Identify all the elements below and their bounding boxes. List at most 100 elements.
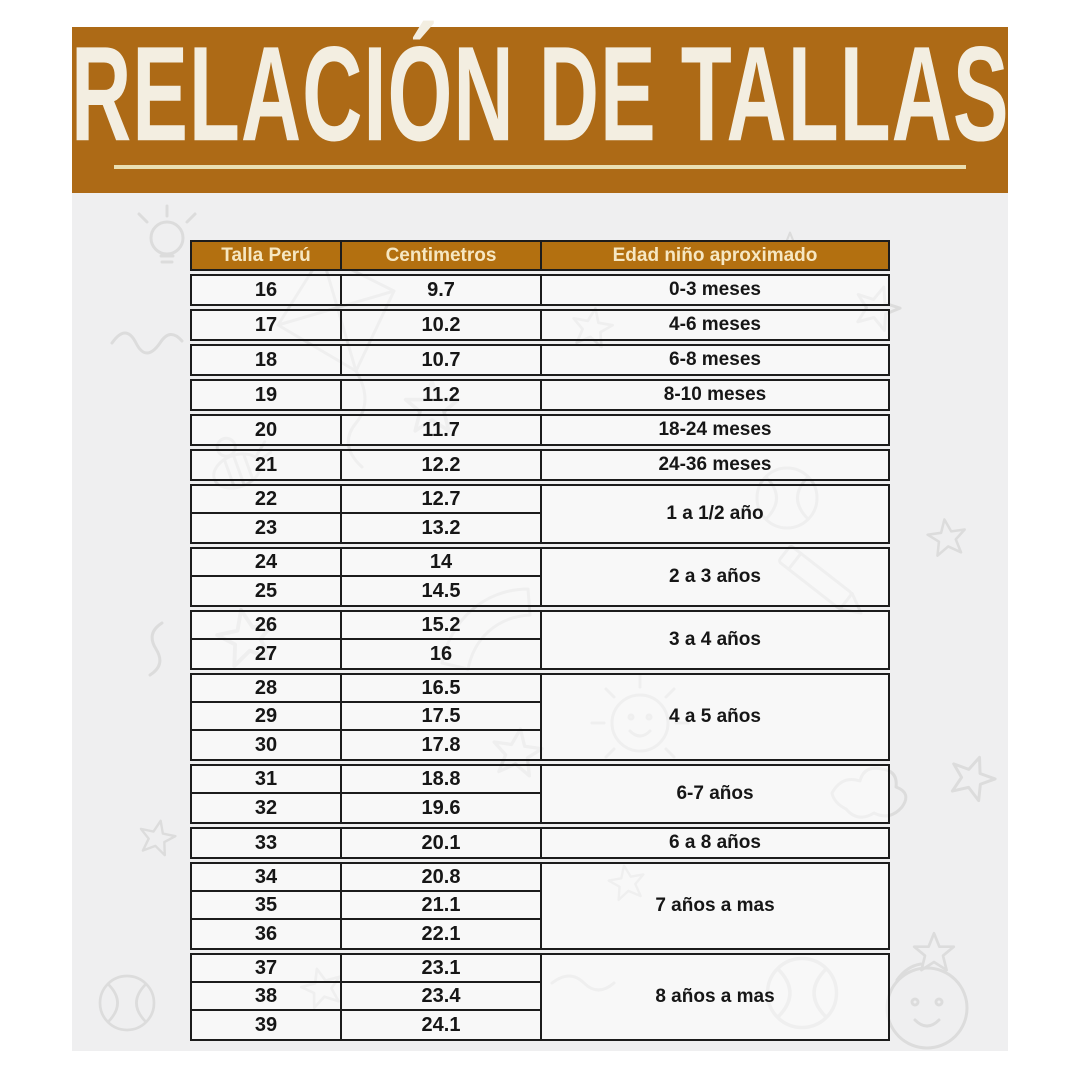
age-label: 4 a 5 años xyxy=(669,706,761,727)
cm-column: 14 14.5 xyxy=(342,549,542,605)
cm-cell: 9.7 xyxy=(427,278,455,301)
cm-cell: 20.1 xyxy=(421,831,461,854)
age-label: 4-6 meses xyxy=(669,314,761,335)
age-cell: 2 a 3 años xyxy=(542,549,888,605)
age-label: 6-8 meses xyxy=(669,349,761,370)
size-column: 21 xyxy=(192,451,342,479)
size-column: 28 29 30 xyxy=(192,675,342,759)
cm-cell: 12.7 xyxy=(342,486,540,514)
size-cell: 34 xyxy=(192,864,340,892)
size-cell: 19 xyxy=(254,383,278,406)
cm-cell: 14.5 xyxy=(421,579,461,602)
age-label: 8 años a mas xyxy=(655,986,775,1007)
size-column: 20 xyxy=(192,416,342,444)
size-cell: 36 xyxy=(254,922,278,945)
age-cell: 6-7 años xyxy=(542,766,888,822)
age-label: 8-10 meses xyxy=(663,384,767,405)
cm-column: 11.7 xyxy=(342,416,542,444)
size-cell: 17 xyxy=(254,313,278,336)
age-cell: 6-8 meses xyxy=(542,346,888,374)
size-cell: 27 xyxy=(254,642,278,665)
size-cell: 24 xyxy=(192,549,340,577)
size-cell: 33 xyxy=(254,831,278,854)
table-group: 33 20.1 6 a 8 años xyxy=(190,827,890,859)
size-cell: 26 xyxy=(192,612,340,640)
cm-column: 10.2 xyxy=(342,311,542,339)
size-cell: 25 xyxy=(254,579,278,602)
age-cell: 24-36 meses xyxy=(542,451,888,479)
title-banner: RELACIÓN DE TALLAS xyxy=(70,19,1010,193)
table-group: 19 11.2 8-10 meses xyxy=(190,379,890,411)
table-group: 37 38 39 23.1 23.4 24.1 8 años a mas xyxy=(190,953,890,1041)
size-cell: 21 xyxy=(254,453,278,476)
table-group: 16 9.7 0-3 meses xyxy=(190,274,890,306)
size-cell: 23 xyxy=(254,516,278,539)
table-group: 21 12.2 24-36 meses xyxy=(190,449,890,481)
cm-cell: 10.2 xyxy=(421,313,461,336)
size-chart-table: Talla Perú Centimetros Edad niño aproxim… xyxy=(190,240,890,1041)
size-cell: 20 xyxy=(254,418,278,441)
age-label: 7 años a mas xyxy=(655,895,775,916)
age-label: 24-36 meses xyxy=(658,454,772,475)
cm-cell: 22.1 xyxy=(421,922,461,945)
cm-column: 18.8 19.6 xyxy=(342,766,542,822)
size-cell: 28 xyxy=(192,675,340,703)
cm-cell: 18.8 xyxy=(342,766,540,794)
age-cell: 1 a 1/2 año xyxy=(542,486,888,542)
age-cell: 6 a 8 años xyxy=(542,829,888,857)
age-cell: 8-10 meses xyxy=(542,381,888,409)
cm-column: 12.2 xyxy=(342,451,542,479)
cm-cell: 15.2 xyxy=(342,612,540,640)
header-cell-talla-peru: Talla Perú xyxy=(192,242,342,269)
age-cell: 3 a 4 años xyxy=(542,612,888,668)
age-label: 6-7 años xyxy=(676,783,754,804)
age-cell: 8 años a mas xyxy=(542,955,888,1039)
size-column: 37 38 39 xyxy=(192,955,342,1039)
size-column: 19 xyxy=(192,381,342,409)
size-cell: 30 xyxy=(254,733,278,756)
cm-column: 16.5 17.5 17.8 xyxy=(342,675,542,759)
age-cell: 0-3 meses xyxy=(542,276,888,304)
table-group: 17 10.2 4-6 meses xyxy=(190,309,890,341)
cm-cell: 11.2 xyxy=(422,383,460,406)
header-cell-centimetros: Centimetros xyxy=(342,242,542,269)
age-label: 0-3 meses xyxy=(669,279,761,300)
size-cell: 35 xyxy=(192,892,340,920)
size-column: 31 32 xyxy=(192,766,342,822)
page-title: RELACIÓN DE TALLAS xyxy=(70,19,1010,170)
size-cell: 38 xyxy=(192,983,340,1011)
size-cell: 37 xyxy=(192,955,340,983)
table-group: 20 11.7 18-24 meses xyxy=(190,414,890,446)
cm-cell: 14 xyxy=(342,549,540,577)
size-cell: 22 xyxy=(192,486,340,514)
title-underline xyxy=(114,165,966,169)
table-group: 22 23 12.7 13.2 1 a 1/2 año xyxy=(190,484,890,544)
age-cell: 18-24 meses xyxy=(542,416,888,444)
cm-cell: 24.1 xyxy=(421,1013,461,1036)
cm-cell: 21.1 xyxy=(342,892,540,920)
cm-column: 20.1 xyxy=(342,829,542,857)
cm-cell: 19.6 xyxy=(421,796,461,819)
table-group: 18 10.7 6-8 meses xyxy=(190,344,890,376)
size-column: 24 25 xyxy=(192,549,342,605)
table-group: 24 25 14 14.5 2 a 3 años xyxy=(190,547,890,607)
age-label: 6 a 8 años xyxy=(669,832,761,853)
cm-cell: 23.4 xyxy=(342,983,540,1011)
size-column: 18 xyxy=(192,346,342,374)
age-cell: 4 a 5 años xyxy=(542,675,888,759)
size-column: 16 xyxy=(192,276,342,304)
cm-cell: 23.1 xyxy=(342,955,540,983)
size-table-groups: 16 9.7 0-3 meses 17 10.2 4-6 meses 18 10.7 6-8 m… xyxy=(190,274,890,1041)
cm-cell: 10.7 xyxy=(421,348,461,371)
size-column: 33 xyxy=(192,829,342,857)
cm-cell: 16.5 xyxy=(342,675,540,703)
cm-column: 20.8 21.1 22.1 xyxy=(342,864,542,948)
size-cell: 32 xyxy=(254,796,278,819)
cm-cell: 13.2 xyxy=(421,516,461,539)
table-group: 34 35 36 20.8 21.1 22.1 7 años a mas xyxy=(190,862,890,950)
table-header-row: Talla Perú Centimetros Edad niño aproxim… xyxy=(190,240,890,271)
cm-cell: 17.5 xyxy=(342,703,540,731)
cm-cell: 17.8 xyxy=(421,733,461,756)
size-cell: 18 xyxy=(254,348,278,371)
age-label: 3 a 4 años xyxy=(669,629,761,650)
